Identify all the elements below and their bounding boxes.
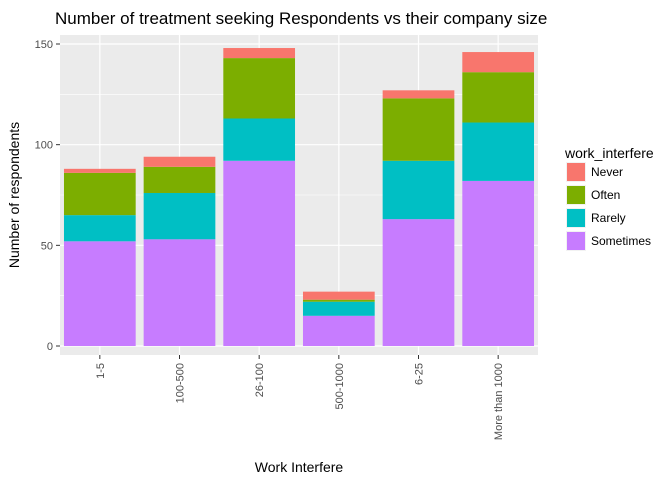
- bar-segment-often-4: [302, 299, 375, 302]
- bar-segment-often-6: [462, 72, 535, 123]
- bar-segment-sometimes-6: [462, 180, 535, 346]
- x-tick-label: 500-1000: [334, 363, 346, 410]
- x-tick-label: 1-5: [95, 363, 107, 379]
- bar-segment-often-2: [143, 166, 216, 193]
- bar-segment-sometimes-2: [143, 239, 216, 346]
- legend: work_interfere Never Often Rarely Sometimes: [564, 145, 654, 251]
- legend-swatch-often: [567, 186, 585, 204]
- legend-swatch-never: [567, 163, 585, 181]
- bar-segment-rarely-4: [302, 301, 375, 316]
- y-axis-title: Number of respondents: [6, 122, 22, 268]
- bar-segment-sometimes-4: [302, 315, 375, 346]
- bar-segment-often-3: [223, 58, 296, 119]
- legend-swatch-rarely: [567, 209, 585, 227]
- bar-segment-never-3: [223, 48, 296, 59]
- x-tick-label: More than 1000: [493, 363, 505, 440]
- bar-segment-never-5: [382, 90, 455, 99]
- bar-segment-never-6: [462, 52, 535, 73]
- bars: [63, 48, 535, 346]
- legend-swatch-sometimes: [567, 232, 585, 250]
- bar-segment-often-5: [382, 98, 455, 161]
- y-tick-label: 0: [47, 341, 53, 353]
- x-tick-label: 26-100: [254, 363, 266, 397]
- legend-label-never: Never: [591, 165, 623, 179]
- chart-title: Number of treatment seeking Respondents …: [55, 9, 547, 28]
- y-tick-label: 100: [35, 140, 53, 152]
- bar-segment-sometimes-1: [63, 241, 136, 346]
- y-tick-label: 150: [35, 39, 53, 51]
- legend-title: work_interfere: [564, 145, 654, 161]
- bar-segment-rarely-2: [143, 192, 216, 240]
- legend-label-rarely: Rarely: [591, 211, 626, 225]
- legend-label-sometimes: Sometimes: [591, 234, 651, 248]
- x-axis: 1-5 100-500 26-100 500-1000 6-25 More than 10…: [95, 355, 505, 440]
- bar-segment-never-2: [143, 156, 216, 167]
- bar-segment-never-4: [302, 291, 375, 300]
- bar-segment-sometimes-5: [382, 219, 455, 346]
- bar-segment-often-1: [63, 172, 136, 216]
- bar-segment-rarely-3: [223, 118, 296, 161]
- x-tick-label: 100-500: [175, 363, 187, 403]
- y-tick-label: 50: [41, 240, 53, 252]
- bar-segment-rarely-5: [382, 160, 455, 220]
- legend-label-often: Often: [591, 188, 620, 202]
- y-axis: 0 50 100 150: [35, 39, 60, 353]
- bar-segment-rarely-1: [63, 215, 136, 242]
- x-tick-label: 6-25: [414, 363, 426, 385]
- bar-segment-rarely-6: [462, 122, 535, 181]
- x-axis-title: Work Interfere: [255, 459, 344, 475]
- bar-segment-never-1: [63, 168, 136, 173]
- bar-segment-sometimes-3: [223, 160, 296, 346]
